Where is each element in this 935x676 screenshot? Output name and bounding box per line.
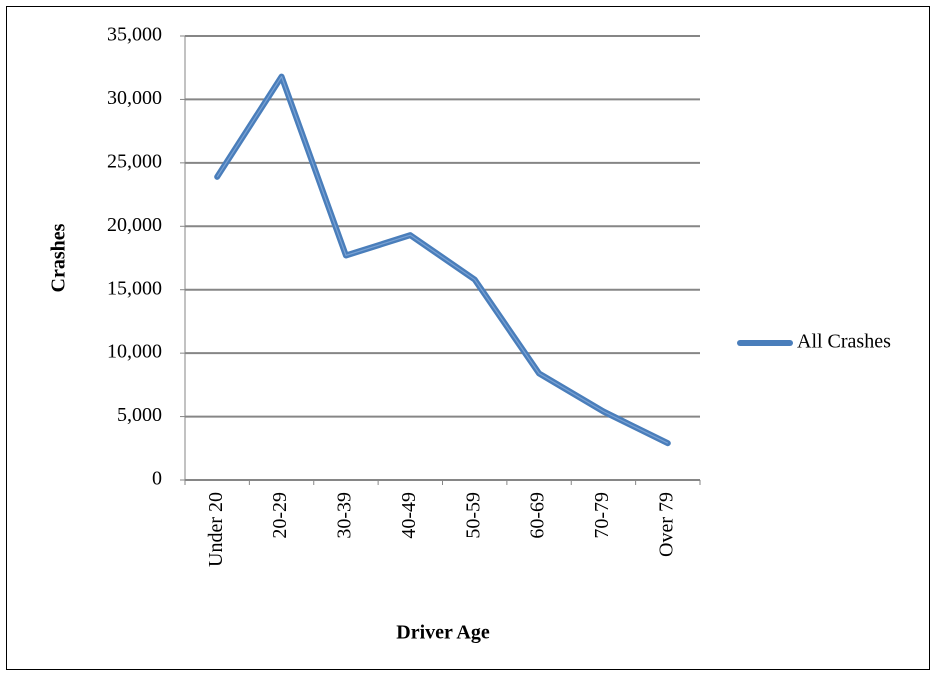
x-tick-label: Over 79: [655, 492, 677, 557]
y-tick-label: 20,000: [107, 214, 162, 236]
y-tick-label: 35,000: [107, 24, 162, 46]
x-tick-label: Under 20: [205, 492, 227, 567]
x-tick-label: 30-39: [334, 492, 356, 539]
y-tick-label: 15,000: [107, 277, 162, 299]
y-tick-label: 30,000: [107, 87, 162, 109]
y-tick-label: 25,000: [107, 150, 162, 172]
x-tick-label: 50-59: [462, 492, 484, 539]
y-tick-label: 0: [152, 468, 162, 490]
x-tick-label: 60-69: [527, 492, 549, 539]
y-axis-label: Crashes: [48, 223, 70, 292]
x-tick-label: 40-49: [398, 492, 420, 539]
x-axis-label: Driver Age: [396, 622, 490, 644]
y-tick-label: 10,000: [107, 341, 162, 363]
x-tick-label: 70-79: [591, 492, 613, 539]
x-tick-label: 20-29: [269, 492, 291, 539]
legend-label: All Crashes: [797, 331, 891, 353]
y-tick-label: 5,000: [117, 404, 162, 426]
